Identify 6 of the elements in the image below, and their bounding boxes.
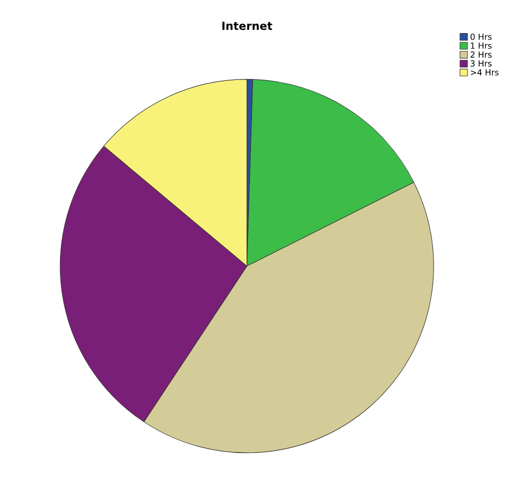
legend-label: >4 Hrs xyxy=(470,69,499,76)
legend-label: 2 Hrs xyxy=(470,51,492,58)
legend-label: 3 Hrs xyxy=(470,60,492,67)
legend-label: 1 Hrs xyxy=(470,42,492,49)
legend-label: 0 Hrs xyxy=(470,34,492,40)
chart-title: Internet xyxy=(222,22,272,30)
